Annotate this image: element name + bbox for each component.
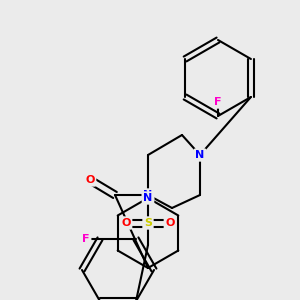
Text: N: N xyxy=(143,193,153,203)
Text: O: O xyxy=(121,218,131,228)
Text: N: N xyxy=(195,150,205,160)
Text: O: O xyxy=(165,218,175,228)
Text: S: S xyxy=(144,218,152,228)
Text: N: N xyxy=(143,190,153,200)
Text: F: F xyxy=(82,234,90,244)
Text: O: O xyxy=(85,175,95,185)
Text: F: F xyxy=(214,97,222,107)
